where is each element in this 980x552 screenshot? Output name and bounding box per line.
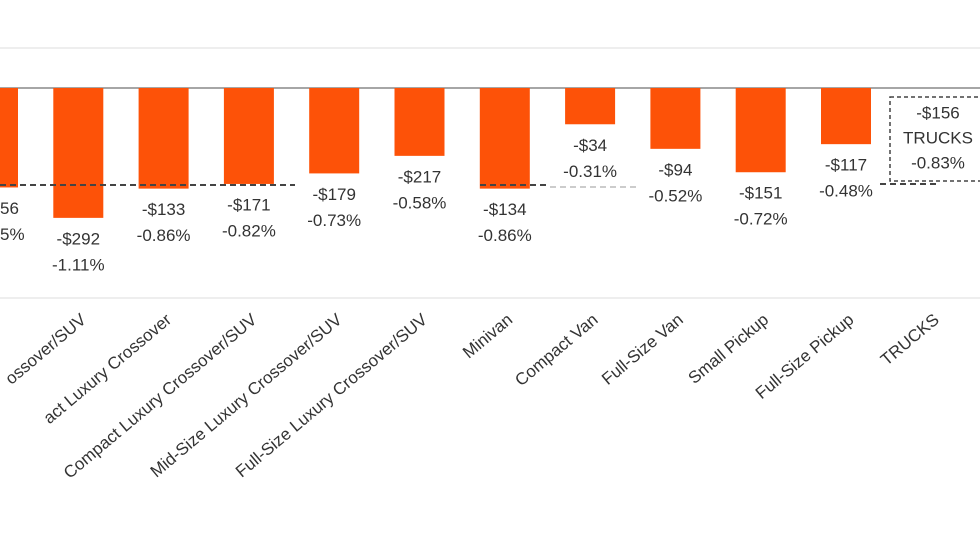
summary-box <box>889 96 980 182</box>
dollar-label: -$133 <box>142 200 185 219</box>
bar <box>479 88 530 189</box>
summary-name: TRUCKS <box>903 128 973 147</box>
x-tick-label: Small Pickup <box>685 310 772 388</box>
value-label: -0.82% <box>222 221 276 240</box>
value-label: -0.73% <box>307 211 361 230</box>
dollar-label: -$179 <box>312 185 355 204</box>
bar <box>309 88 360 174</box>
x-tick-label: Minivan <box>459 310 516 362</box>
dollar-label: -$34 <box>573 136 607 155</box>
x-tick-label: ossover/SUV <box>2 310 91 389</box>
value-label: 5% <box>0 225 25 244</box>
value-label: -0.58% <box>393 193 447 212</box>
x-tick-label: Compact Van <box>511 310 601 390</box>
dollar-label: -$151 <box>739 184 782 203</box>
dollar-label: -$94 <box>658 160 692 179</box>
bar <box>53 88 104 218</box>
x-tick-label: Full-Size Van <box>598 310 687 389</box>
dollar-label: 56 <box>0 199 19 218</box>
value-label: -0.72% <box>734 210 788 229</box>
value-label: -1.11% <box>52 255 105 274</box>
dollar-label: -$217 <box>398 167 441 186</box>
dollar-label: -$171 <box>227 195 270 214</box>
value-label: -0.48% <box>819 182 873 201</box>
dollar-label: -$117 <box>825 156 867 175</box>
bar <box>650 88 701 149</box>
bar <box>0 88 18 188</box>
bar <box>565 88 616 125</box>
value-label: -0.86% <box>137 226 191 245</box>
dollar-label: -$292 <box>57 229 100 248</box>
value-label: -0.52% <box>648 186 702 205</box>
bar <box>735 88 786 173</box>
x-tick-label: TRUCKS <box>877 310 943 369</box>
summary-value: -0.83% <box>911 153 965 172</box>
bar <box>394 88 445 156</box>
value-label: -0.86% <box>478 226 532 245</box>
dollar-label: -$134 <box>483 200 526 219</box>
bar <box>138 88 189 189</box>
bar <box>223 88 274 184</box>
value-label: -0.31% <box>563 162 617 181</box>
summary-dollar: -$156 <box>916 103 959 122</box>
bar <box>821 88 871 145</box>
